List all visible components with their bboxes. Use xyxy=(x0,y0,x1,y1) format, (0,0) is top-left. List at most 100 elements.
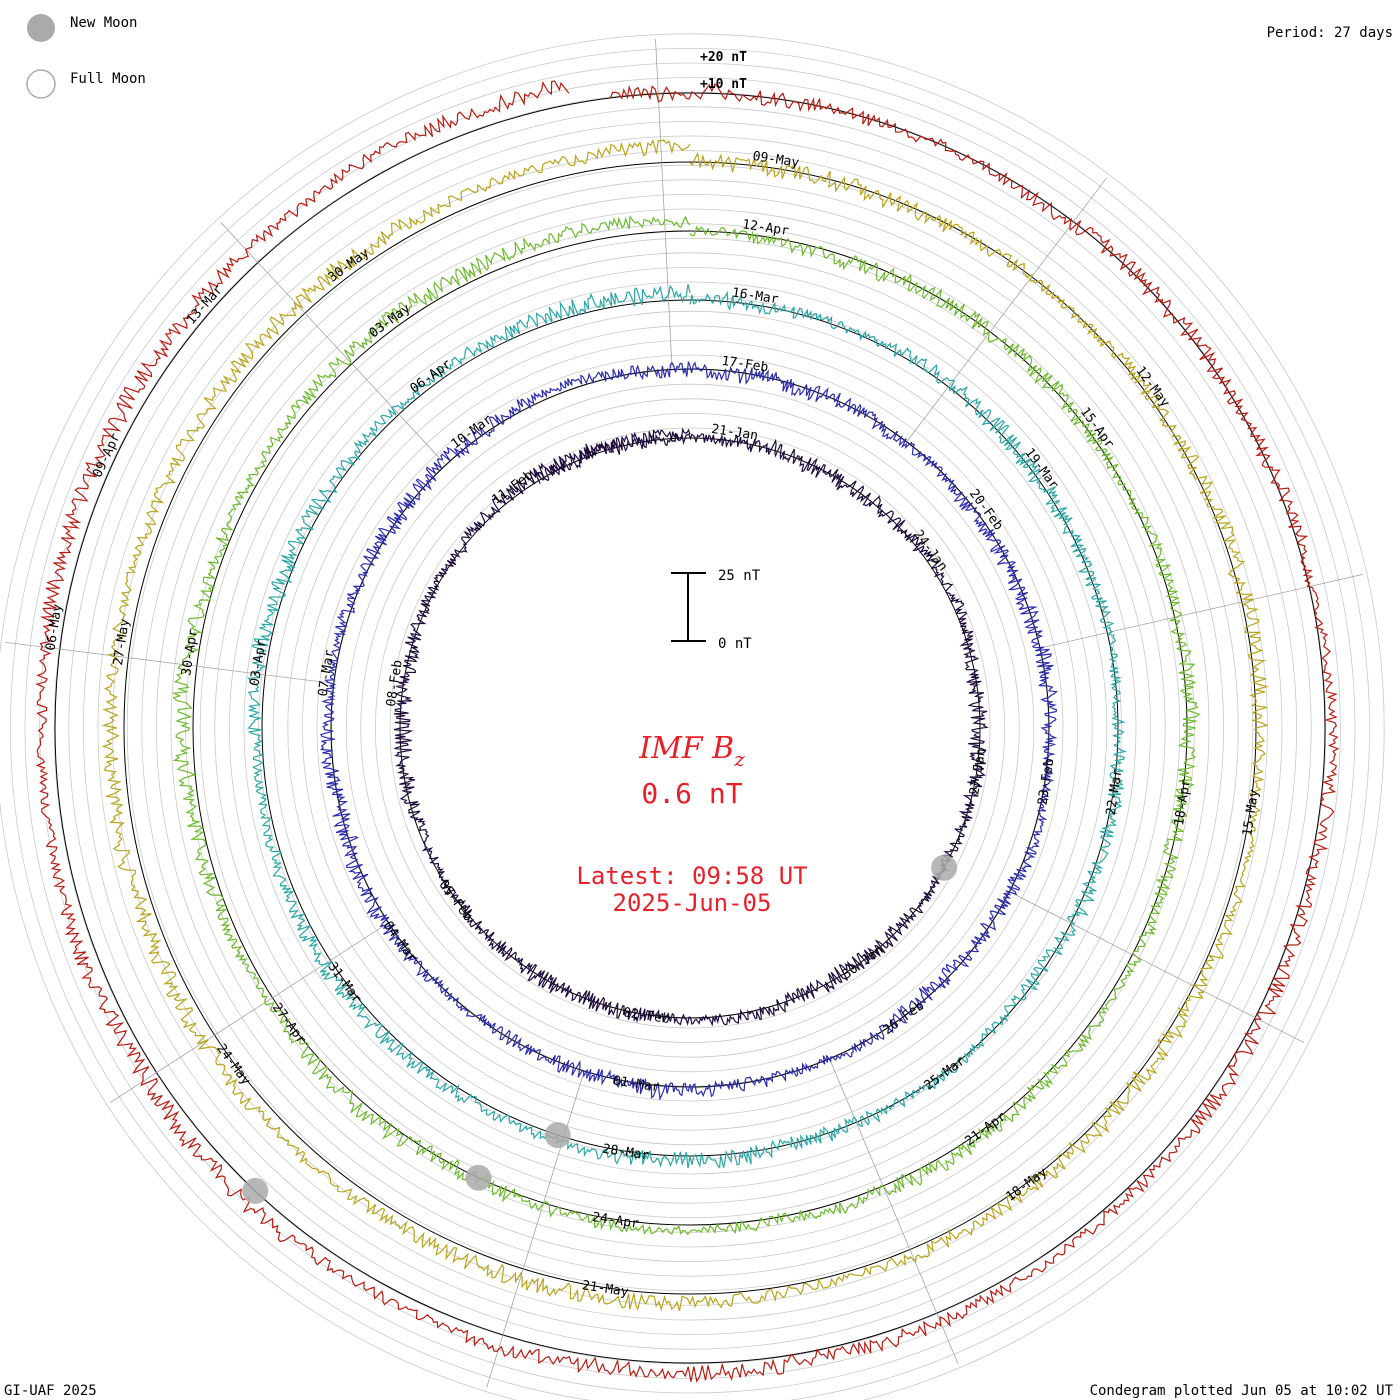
date-label: 28-Mar xyxy=(601,1142,650,1164)
date-label: 02-Feb xyxy=(622,1005,671,1027)
grid-rings xyxy=(0,33,1385,1400)
date-label: 30-Jan xyxy=(840,943,887,983)
date-label: 18-Apr xyxy=(1172,778,1194,827)
grid-ring xyxy=(112,150,1268,1306)
date-label: 06-May xyxy=(43,603,65,652)
full-moon-icon xyxy=(26,69,56,99)
grid-ring xyxy=(345,383,1035,1073)
rotation-spoke xyxy=(655,38,673,369)
date-label: 31-Mar xyxy=(324,960,364,1007)
grid-ring xyxy=(53,91,1327,1365)
imf-title: IMF Bz xyxy=(638,731,745,771)
date-label: 11-Feb xyxy=(489,468,536,508)
date-label: 27-May xyxy=(111,618,133,667)
zero-line-ring xyxy=(192,230,1188,1226)
imf-title-main: IMF B xyxy=(638,731,734,766)
date-label: 12-Apr xyxy=(741,217,790,239)
date-label: 17-Feb xyxy=(721,354,770,376)
data-traces xyxy=(35,80,1340,1383)
grid-ring xyxy=(97,135,1283,1321)
date-label: 12-May xyxy=(1132,364,1172,411)
rotation-spoke xyxy=(829,1059,959,1364)
grid-ring xyxy=(83,121,1297,1335)
date-label: 08-Feb xyxy=(384,659,406,708)
grid-ring xyxy=(258,296,1122,1160)
rotation-spoke xyxy=(220,222,446,465)
trace-rotation-2 xyxy=(247,284,1128,1169)
date-label: 21-May xyxy=(581,1278,630,1300)
moon-markers xyxy=(242,854,958,1204)
legend: New Moon Full Moon xyxy=(26,14,146,99)
date-label: 23-Feb xyxy=(1036,757,1058,806)
zero-line-ring xyxy=(399,437,981,1019)
date-label: 25-Mar xyxy=(922,1054,969,1094)
grid-ring xyxy=(301,339,1079,1117)
rotation-spoke xyxy=(5,641,333,684)
grid-ring xyxy=(287,325,1093,1131)
date-label: 03-May xyxy=(367,301,414,341)
grid-ring xyxy=(214,252,1166,1204)
date-label: 15-May xyxy=(1240,788,1262,837)
period-label: Period: 27 days xyxy=(1267,25,1393,41)
date-label: 09-May xyxy=(751,149,800,171)
date-label: 21-Jan xyxy=(710,422,759,444)
current-value: 0.6 nT xyxy=(641,777,742,810)
grid-ring xyxy=(141,179,1239,1277)
grid-ring xyxy=(10,48,1370,1400)
grid-ring xyxy=(243,281,1137,1175)
grid-ring xyxy=(272,310,1108,1146)
imf-title-sub: z xyxy=(733,747,745,771)
date-label: 09-Apr xyxy=(90,431,124,480)
footer-credit: GI-UAF 2025 xyxy=(4,1383,97,1399)
date-label: 15-Apr xyxy=(1077,405,1117,452)
grid-ring xyxy=(170,208,1210,1248)
ring-label-plus10: +10 nT xyxy=(700,77,747,92)
grid-ring xyxy=(228,266,1152,1190)
date-label: 16-Mar xyxy=(731,286,780,308)
date-label: 01-Mar xyxy=(612,1074,661,1096)
date-label: 06-Apr xyxy=(408,357,455,397)
date-label: 22-Mar xyxy=(1104,768,1126,817)
date-label: 19-Mar xyxy=(1021,446,1061,493)
scale-top-label: 25 nT xyxy=(718,568,761,584)
date-label: 21-Apr xyxy=(962,1109,1009,1149)
grid-ring xyxy=(0,33,1385,1400)
trace-rotation-5 xyxy=(35,80,1340,1383)
trace-rotation-3 xyxy=(171,215,1201,1236)
new-moon-label: New Moon xyxy=(70,15,137,31)
date-label: 05-Feb xyxy=(435,878,475,925)
date-label: 27-Apr xyxy=(269,1000,309,1047)
date-label: 24-Apr xyxy=(591,1210,640,1232)
full-moon-label: Full Moon xyxy=(70,71,146,87)
date-label: 26-Feb xyxy=(881,998,928,1038)
date-label: 03-Apr xyxy=(248,638,270,687)
date-label: 30-Apr xyxy=(179,628,201,677)
scale-bottom-label: 0 nT xyxy=(718,636,752,652)
footer-plot-time: Condegram plotted Jun 05 at 10:02 UT xyxy=(1090,1383,1394,1399)
trace-rotation-0 xyxy=(393,427,989,1027)
rotation-spoke xyxy=(1010,891,1305,1044)
grid-ring xyxy=(389,427,991,1029)
date-label: 27-Jan xyxy=(967,747,989,796)
grid-ring xyxy=(199,237,1181,1219)
new-moon-marker xyxy=(544,1122,571,1149)
new-moon-marker xyxy=(931,854,958,881)
grid-ring xyxy=(360,398,1020,1058)
grid-ring xyxy=(316,354,1064,1102)
date-label: 07-Mar xyxy=(316,649,338,698)
grid-ring xyxy=(126,164,1254,1292)
grid-ring xyxy=(68,106,1312,1350)
new-moon-marker xyxy=(242,1177,269,1204)
ring-label-plus20: +20 nT xyxy=(700,50,747,65)
scale-bar: 25 nT 0 nT xyxy=(671,568,761,652)
trace-rotation-1 xyxy=(319,361,1059,1101)
trace-rotation-4 xyxy=(101,138,1270,1312)
rotation-spokes xyxy=(5,38,1363,1388)
new-moon-icon xyxy=(27,14,55,42)
grid-ring xyxy=(374,412,1006,1044)
zero-line-ring xyxy=(54,92,1326,1364)
rotation-spoke xyxy=(907,177,1107,442)
rotation-spoke xyxy=(110,923,388,1103)
date-label: 04-Mar xyxy=(380,919,420,966)
